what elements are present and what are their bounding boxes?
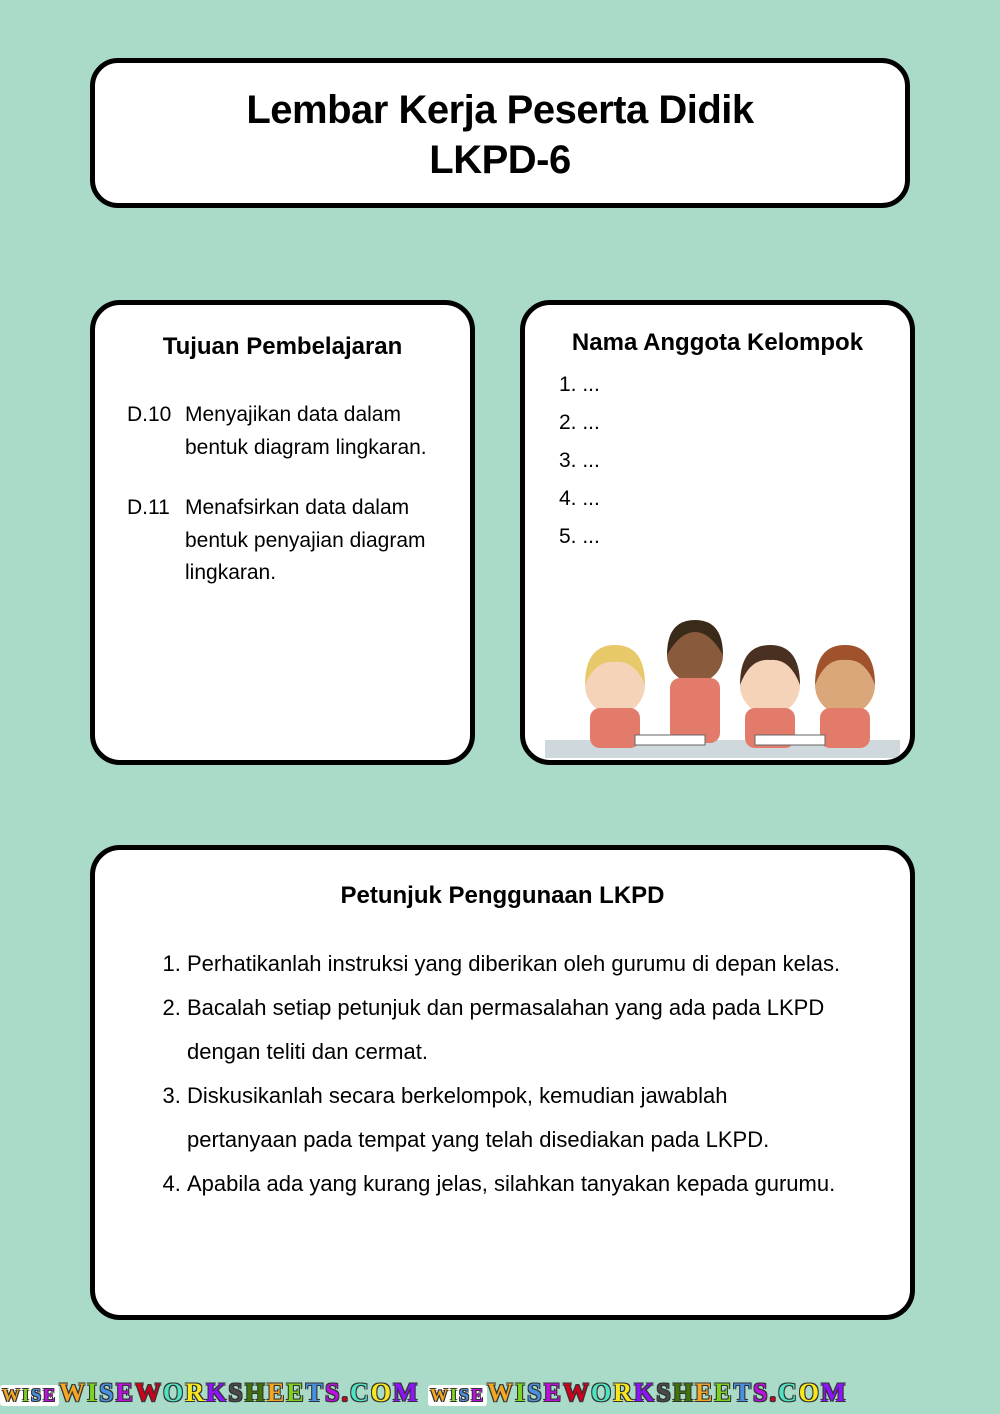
header-card: Lembar Kerja Peserta Didik LKPD-6 (90, 58, 910, 208)
member-row[interactable]: 1. ... (559, 373, 876, 397)
members-title: Nama Anggota Kelompok (559, 329, 876, 357)
objective-code: D.11 (127, 492, 185, 590)
objective-code: D.10 (127, 399, 185, 464)
members-list: 1. ... 2. ... 3. ... 4. ... 5. ... (559, 373, 876, 549)
objective-text: Menyajikan data dalam bentuk diagram lin… (185, 399, 438, 464)
member-row[interactable]: 4. ... (559, 487, 876, 511)
objective-text: Menafsirkan data dalam bentuk penyajian … (185, 492, 438, 590)
objective-item: D.11 Menafsirkan data dalam bentuk penya… (127, 492, 438, 590)
students-studying-icon (525, 590, 915, 760)
members-card: Nama Anggota Kelompok 1. ... 2. ... 3. .… (520, 300, 915, 765)
instructions-card: Petunjuk Penggunaan LKPD Perhatikanlah i… (90, 845, 915, 1320)
instruction-item: Bacalah setiap petunjuk dan permasalahan… (187, 986, 842, 1074)
objective-item: D.10 Menyajikan data dalam bentuk diagra… (127, 399, 438, 464)
page-title: Lembar Kerja Peserta Didik LKPD-6 (95, 85, 905, 185)
objectives-card: Tujuan Pembelajaran D.10 Menyajikan data… (90, 300, 475, 765)
member-row[interactable]: 2. ... (559, 411, 876, 435)
member-row[interactable]: 3. ... (559, 449, 876, 473)
watermark: WISEWISEWORKSHEETS.COM WISEWISEWORKSHEET… (0, 1378, 1000, 1408)
member-row[interactable]: 5. ... (559, 525, 876, 549)
title-line-1: Lembar Kerja Peserta Didik (246, 88, 753, 132)
objectives-title: Tujuan Pembelajaran (127, 333, 438, 361)
instruction-item: Perhatikanlah instruksi yang diberikan o… (187, 942, 842, 986)
title-line-2: LKPD-6 (429, 138, 570, 182)
instructions-list: Perhatikanlah instruksi yang diberikan o… (163, 942, 842, 1206)
instruction-item: Apabila ada yang kurang jelas, silahkan … (187, 1162, 842, 1206)
instruction-item: Diskusikanlah secara berkelompok, kemudi… (187, 1074, 842, 1162)
instructions-title: Petunjuk Penggunaan LKPD (163, 882, 842, 910)
